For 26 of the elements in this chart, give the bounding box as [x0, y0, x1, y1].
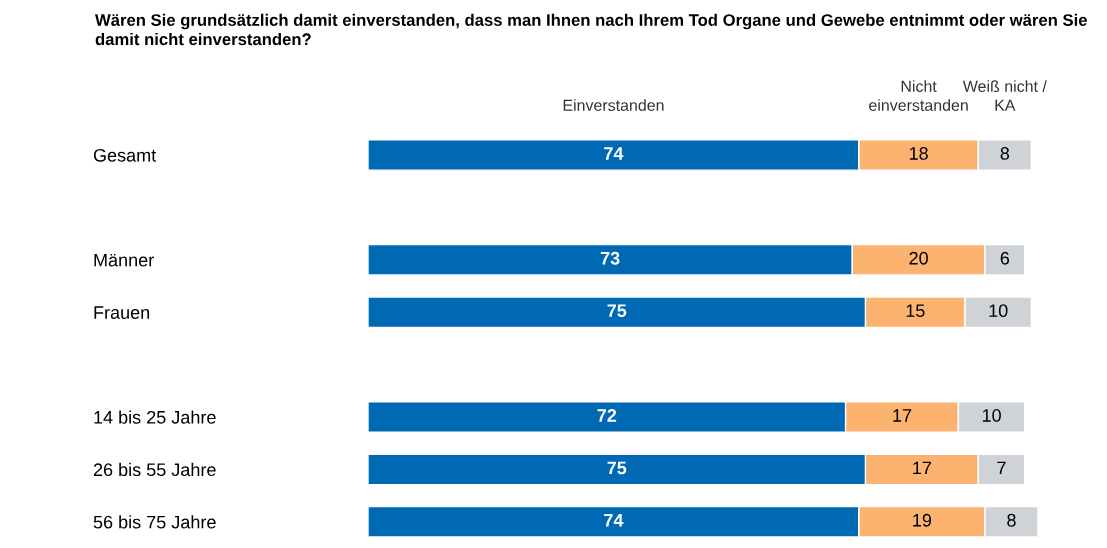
y-tick-label: 26 bis 55 Jahre [93, 462, 216, 477]
data-label: 17 [893, 409, 912, 422]
data-label: 20 [909, 251, 928, 265]
data-label: 15 [906, 304, 925, 318]
data-label: 74 [604, 514, 624, 527]
data-label: 7 [997, 461, 1006, 475]
y-tick-label: Gesamt [93, 148, 157, 162]
data-label: 10 [989, 304, 1008, 318]
data-label: 74 [604, 147, 624, 160]
data-label: 75 [607, 461, 627, 475]
data-label: 75 [607, 304, 627, 318]
data-label: 19 [913, 513, 932, 527]
series-label: Einverstanden [563, 99, 664, 111]
data-label: 10 [982, 409, 1001, 422]
data-label: 72 [597, 409, 617, 422]
y-tick-label: Männer [94, 253, 154, 267]
y-tick-label: Frauen [94, 306, 150, 319]
data-label: 73 [600, 251, 620, 265]
data-label: 18 [909, 147, 928, 160]
y-tick-label: 56 bis 75 Jahre [93, 515, 216, 529]
data-label: 6 [1000, 251, 1010, 265]
data-label: 17 [913, 461, 932, 475]
y-tick-label: 14 bis 25 Jahre [94, 410, 216, 424]
data-label: 8 [1000, 147, 1010, 160]
chart-title: Wären Sie grundsätzlich damit einverstanden, dass man Ihnen nach Ihrem Tod Organe und Gewebe entnimmt oder wären Sie damit nicht einverstanden? [95, 13, 1087, 46]
data-label: 8 [1007, 513, 1016, 527]
